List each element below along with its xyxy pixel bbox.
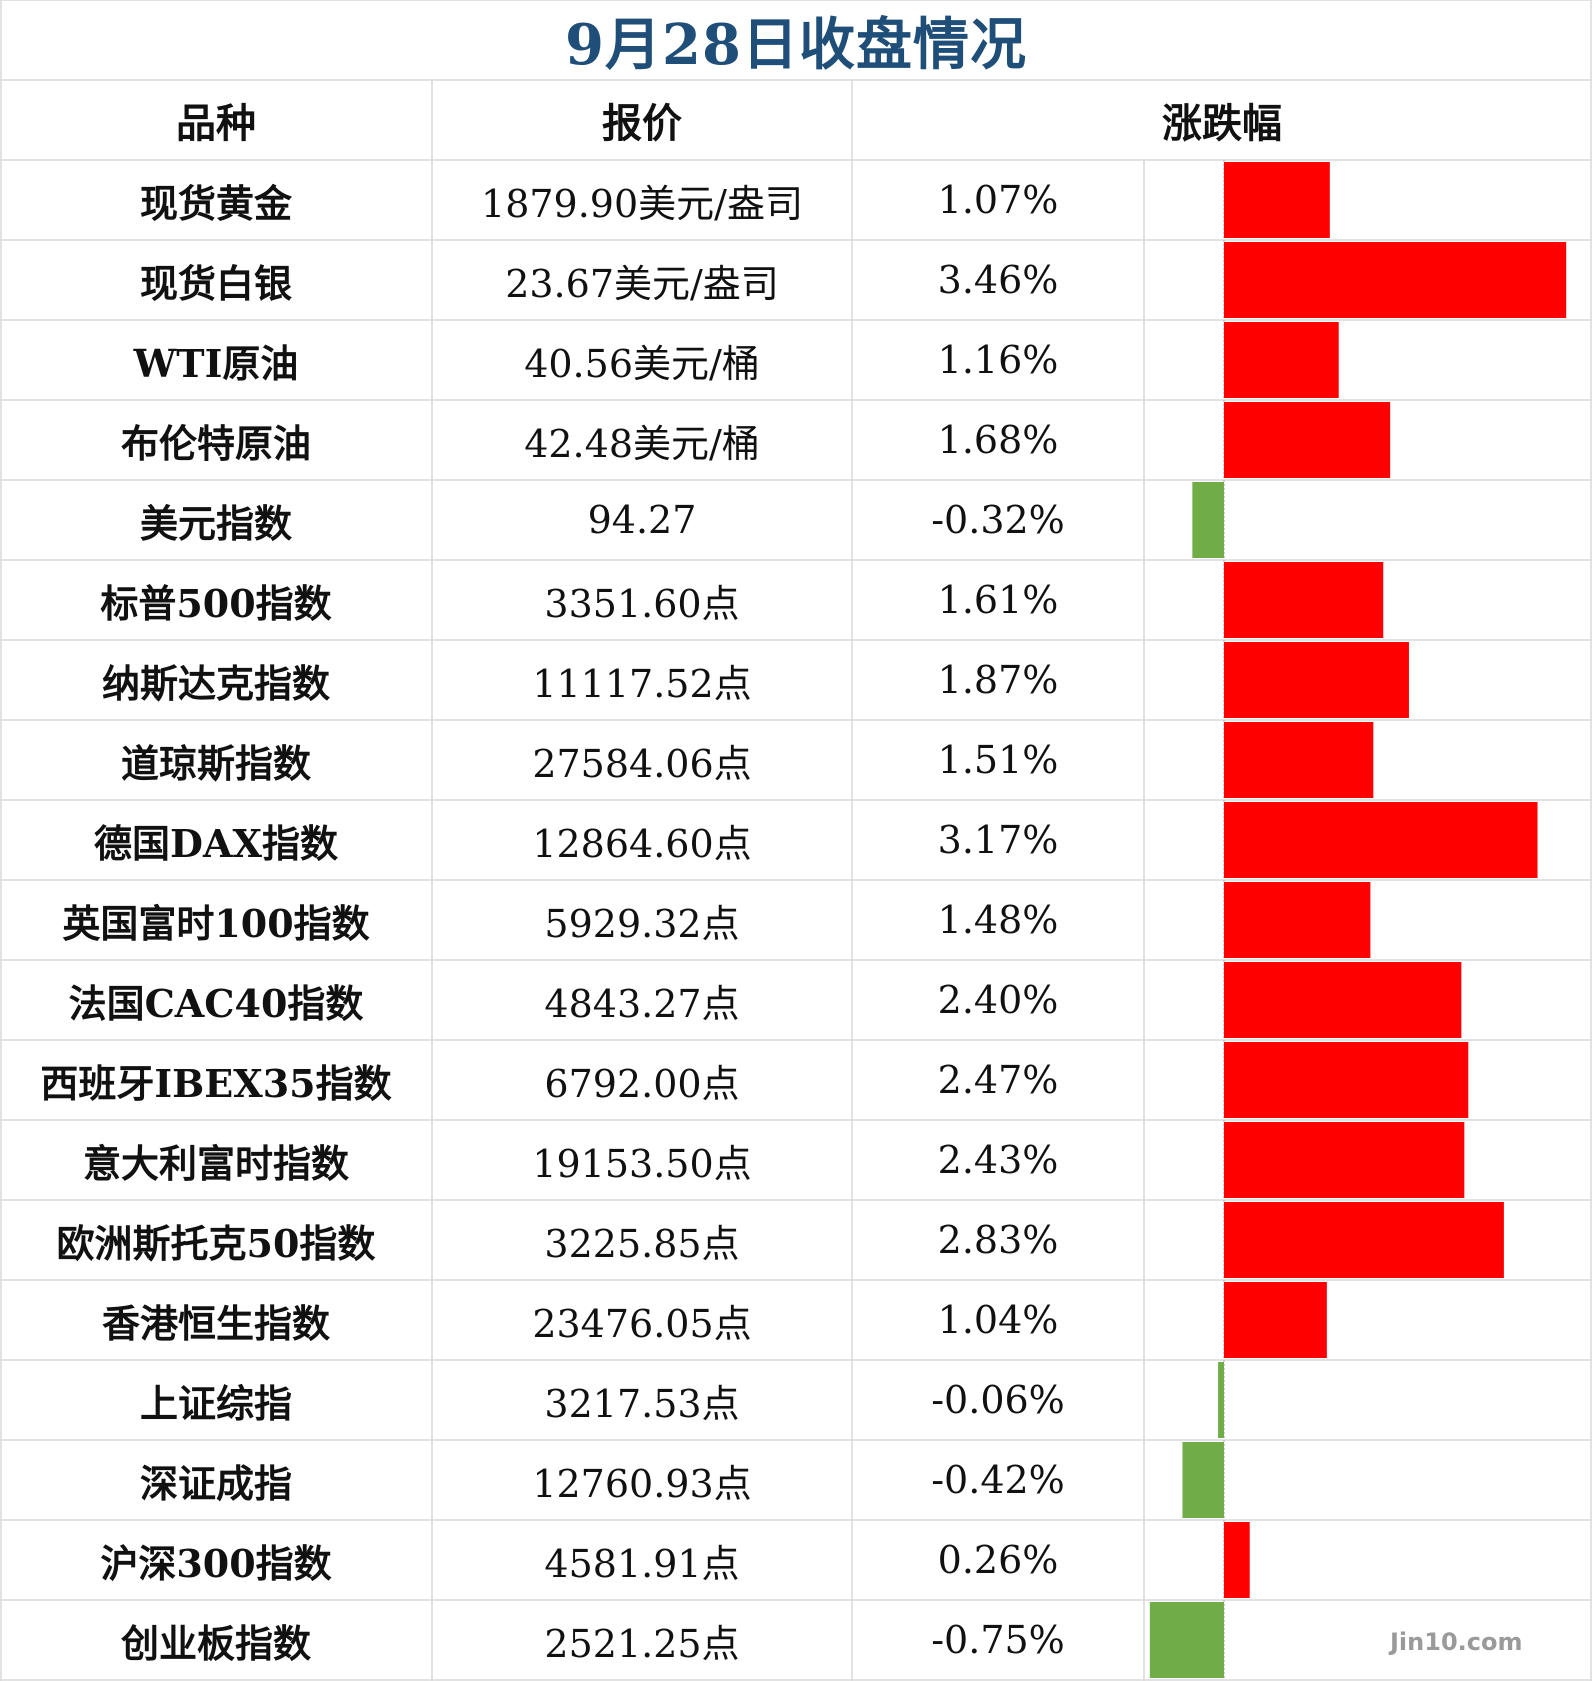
row-price: 11117.52点 bbox=[532, 661, 752, 706]
row-change: 1.68% bbox=[937, 418, 1059, 462]
row-name: 英国富时100指数 bbox=[62, 900, 370, 946]
row-change: -0.42% bbox=[931, 1458, 1065, 1502]
row-price: 4843.27点 bbox=[544, 981, 740, 1026]
row-name: 上证综指 bbox=[139, 1380, 292, 1426]
row-change: 2.40% bbox=[937, 978, 1059, 1022]
watermark: Jin10.com bbox=[1390, 1628, 1523, 1656]
row-name: 道琼斯指数 bbox=[120, 740, 311, 786]
row-price: 12864.60点 bbox=[532, 821, 752, 866]
row-price: 40.56美元/桶 bbox=[524, 341, 760, 386]
row-name: 美元指数 bbox=[139, 500, 292, 546]
row-change: 1.04% bbox=[937, 1298, 1059, 1342]
row-change: 0.26% bbox=[937, 1538, 1059, 1582]
row-name: WTI原油 bbox=[133, 340, 299, 386]
row-name: 德国DAX指数 bbox=[94, 820, 338, 866]
row-change: 2.43% bbox=[937, 1138, 1059, 1182]
row-change: 1.07% bbox=[937, 178, 1059, 222]
page-title: 9月28日收盘情况 bbox=[565, 11, 1027, 78]
row-change: -0.32% bbox=[931, 498, 1065, 542]
row-price: 27584.06点 bbox=[532, 741, 752, 786]
row-change: 1.51% bbox=[937, 738, 1059, 782]
row-price: 23.67美元/盎司 bbox=[505, 261, 779, 306]
row-change: 1.61% bbox=[937, 578, 1059, 622]
row-name: 布伦特原油 bbox=[120, 420, 311, 466]
row-price: 3225.85点 bbox=[544, 1221, 740, 1266]
row-price: 23476.05点 bbox=[532, 1301, 752, 1346]
row-name: 意大利富时指数 bbox=[82, 1140, 349, 1186]
row-name: 创业板指数 bbox=[120, 1620, 311, 1666]
row-name: 现货白银 bbox=[139, 260, 292, 306]
row-price: 12760.93点 bbox=[532, 1461, 752, 1506]
row-name: 法国CAC40指数 bbox=[68, 980, 364, 1026]
row-change: 3.46% bbox=[937, 258, 1059, 302]
row-price: 2521.25点 bbox=[544, 1621, 740, 1666]
row-change: -0.75% bbox=[931, 1618, 1065, 1662]
row-change: 1.48% bbox=[937, 898, 1059, 942]
row-change: 1.16% bbox=[937, 338, 1059, 382]
row-price: 19153.50点 bbox=[532, 1141, 752, 1186]
row-price: 1879.90美元/盎司 bbox=[481, 181, 803, 226]
row-price: 3351.60点 bbox=[544, 581, 740, 626]
row-name: 西班牙IBEX35指数 bbox=[40, 1060, 392, 1106]
header-name: 品种 bbox=[176, 100, 256, 147]
row-name: 深证成指 bbox=[139, 1460, 292, 1506]
row-name: 香港恒生指数 bbox=[101, 1300, 330, 1346]
row-price: 42.48美元/桶 bbox=[524, 421, 760, 466]
row-name: 欧洲斯托克50指数 bbox=[56, 1220, 376, 1266]
row-price: 4581.91点 bbox=[544, 1541, 740, 1586]
row-name: 纳斯达克指数 bbox=[101, 660, 330, 706]
row-change: -0.06% bbox=[931, 1378, 1065, 1422]
header-price: 报价 bbox=[602, 100, 682, 147]
row-price: 6792.00点 bbox=[544, 1061, 740, 1106]
row-change: 1.87% bbox=[937, 658, 1059, 702]
row-price: 3217.53点 bbox=[544, 1381, 740, 1426]
header-change: 涨跌幅 bbox=[1162, 100, 1282, 147]
row-change: 2.47% bbox=[937, 1058, 1059, 1102]
row-price: 5929.32点 bbox=[544, 901, 740, 946]
row-name: 标普500指数 bbox=[100, 580, 332, 626]
row-name: 沪深300指数 bbox=[100, 1540, 332, 1586]
row-name: 现货黄金 bbox=[139, 180, 292, 226]
row-price: 94.27 bbox=[587, 498, 697, 542]
row-change: 3.17% bbox=[937, 818, 1059, 862]
row-change: 2.83% bbox=[937, 1218, 1059, 1262]
